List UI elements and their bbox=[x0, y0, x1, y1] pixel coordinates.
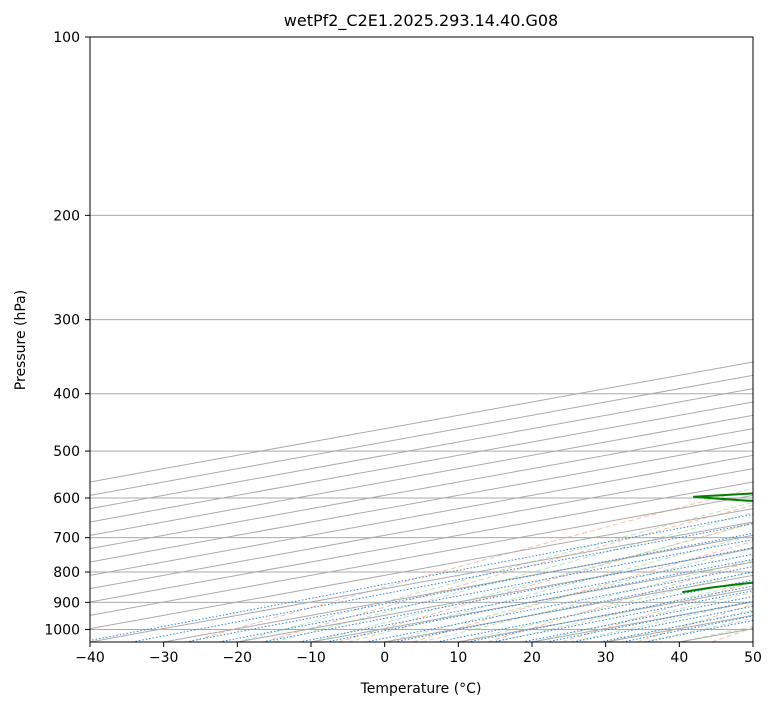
moist-adiabat bbox=[568, 600, 753, 642]
x-tick-label: 20 bbox=[523, 650, 541, 666]
y-axis-label: Pressure (hPa) bbox=[13, 290, 29, 390]
y-tick-label: 300 bbox=[53, 313, 80, 329]
moist-adiabat bbox=[310, 522, 753, 642]
y-tick-label: 1000 bbox=[44, 622, 80, 638]
isotherm-line bbox=[90, 401, 753, 523]
moist-adiabat bbox=[495, 581, 753, 642]
isotherm-line bbox=[90, 428, 753, 550]
dry-adiabat bbox=[487, 560, 753, 642]
isotherm-line bbox=[90, 521, 753, 642]
mixing-ratio-line bbox=[492, 590, 753, 642]
moist-adiabat bbox=[347, 534, 753, 642]
mixing-ratio-line bbox=[326, 558, 753, 642]
isotherm-line bbox=[752, 641, 753, 642]
mixing-ratio-line bbox=[599, 611, 753, 642]
x-tick-label: 10 bbox=[449, 650, 467, 666]
mixing-ratio-line bbox=[299, 553, 753, 642]
x-tick-label: 50 bbox=[744, 650, 762, 666]
dry-adiabat bbox=[711, 627, 753, 642]
x-axis-label: Temperature (°C) bbox=[360, 681, 482, 697]
x-tick-label: 40 bbox=[670, 650, 688, 666]
isotherm-line bbox=[90, 508, 753, 630]
x-tick-label: 30 bbox=[597, 650, 615, 666]
chart-title: wetPf2_C2E1.2025.293.14.40.G08 bbox=[284, 11, 558, 31]
moist-adiabat bbox=[274, 511, 753, 642]
axes: −40 −30 −20 −10 0 10 20 30 40 50 100 200 300 400 500 60… bbox=[44, 30, 762, 666]
isotherm-line bbox=[458, 588, 753, 642]
background-lines bbox=[90, 37, 753, 642]
dry-adiabat bbox=[188, 487, 753, 642]
x-tick-label: −30 bbox=[149, 650, 179, 666]
isotherm-line bbox=[90, 481, 753, 603]
y-tick-label: 500 bbox=[53, 444, 80, 460]
dewpoint-profile bbox=[682, 492, 753, 594]
mixing-ratio-line bbox=[90, 513, 753, 641]
isotherm-line bbox=[90, 494, 753, 616]
mixing-ratio-line bbox=[218, 538, 753, 642]
mixing-ratio-line bbox=[131, 522, 753, 642]
mixing-ratio-line bbox=[365, 566, 753, 642]
mixing-ratio-line bbox=[522, 595, 753, 642]
isotherm-line bbox=[90, 361, 753, 483]
y-tick-label: 900 bbox=[53, 595, 80, 611]
y-tick-label: 700 bbox=[53, 531, 80, 547]
profiles bbox=[682, 492, 753, 594]
isotherm-line bbox=[90, 468, 753, 590]
y-tick-label: 100 bbox=[53, 30, 80, 46]
x-tick-label: 0 bbox=[380, 650, 389, 666]
x-tick-label: −20 bbox=[223, 650, 253, 666]
y-tick-label: 200 bbox=[53, 208, 80, 224]
isotherm-line bbox=[310, 561, 753, 642]
moist-adiabat bbox=[421, 559, 753, 642]
x-tick-label: −10 bbox=[296, 650, 326, 666]
y-tick-label: 400 bbox=[53, 387, 80, 403]
isotherm-line bbox=[237, 548, 753, 642]
isotherm-line bbox=[90, 441, 753, 563]
dry-adiabat bbox=[263, 504, 753, 642]
x-tick-label: −40 bbox=[75, 650, 105, 666]
y-tick-label: 800 bbox=[53, 565, 80, 581]
isotherm-line bbox=[90, 388, 753, 510]
plot-frame bbox=[89, 36, 754, 643]
moist-adiabat bbox=[458, 570, 753, 642]
dry-adiabat bbox=[338, 522, 753, 642]
moist-adiabat bbox=[384, 546, 753, 642]
mixing-ratio-line bbox=[622, 615, 753, 642]
y-tick-label: 600 bbox=[53, 491, 80, 507]
moist-adiabat bbox=[237, 501, 753, 642]
dry-adiabat bbox=[562, 581, 753, 642]
isotherm-line bbox=[90, 454, 753, 576]
isotherm-line bbox=[90, 414, 753, 536]
isotherm-line bbox=[90, 374, 753, 496]
isotherm-line bbox=[163, 534, 753, 642]
mixing-ratio-line bbox=[185, 532, 753, 642]
mixing-ratio-line bbox=[645, 619, 753, 642]
